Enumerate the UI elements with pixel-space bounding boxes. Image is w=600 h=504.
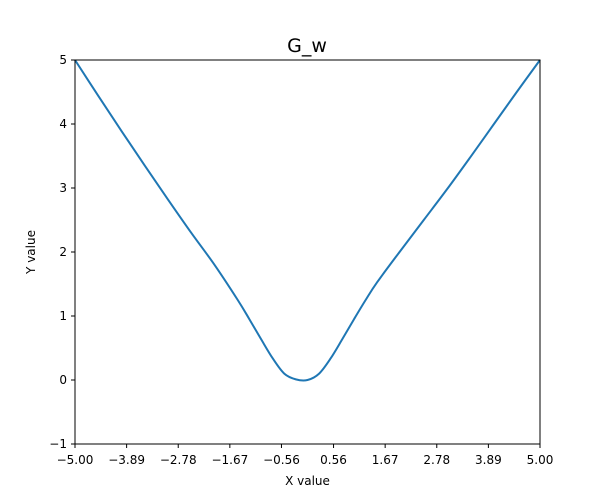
x-tick-label: −1.67 bbox=[211, 453, 248, 467]
x-tick-label: −2.78 bbox=[160, 453, 197, 467]
y-tick-label: 5 bbox=[59, 53, 67, 67]
series-layer bbox=[74, 59, 541, 382]
y-tick-label: 3 bbox=[59, 181, 67, 195]
y-tick-label: 2 bbox=[59, 245, 67, 259]
y-axis-label: Y value bbox=[24, 230, 38, 275]
chart-title: G_w bbox=[287, 35, 327, 57]
y-tick-label: −1 bbox=[49, 437, 67, 451]
plot-frame bbox=[74, 59, 541, 445]
x-tick-label: 3.89 bbox=[475, 453, 502, 467]
y-axis-ticks: −1 0 1 2 3 4 5 bbox=[49, 53, 75, 451]
x-tick-label: 5.00 bbox=[527, 453, 554, 467]
y-tick-label: 0 bbox=[59, 373, 67, 387]
y-tick-label: 1 bbox=[59, 309, 67, 323]
x-tick-label: −3.89 bbox=[108, 453, 145, 467]
x-tick-label: −0.56 bbox=[263, 453, 300, 467]
x-axis-ticks: −5.00 −3.89 −2.78 −1.67 −0.56 0.56 1.67 2.78 3.8… bbox=[57, 444, 554, 467]
x-tick-label: −5.00 bbox=[57, 453, 94, 467]
y-tick-label: 4 bbox=[59, 117, 67, 131]
x-axis-label: X value bbox=[285, 474, 330, 488]
x-tick-label: 1.67 bbox=[372, 453, 399, 467]
series-line-0 bbox=[74, 59, 541, 382]
x-tick-label: 2.78 bbox=[423, 453, 450, 467]
x-tick-label: 0.56 bbox=[320, 453, 347, 467]
